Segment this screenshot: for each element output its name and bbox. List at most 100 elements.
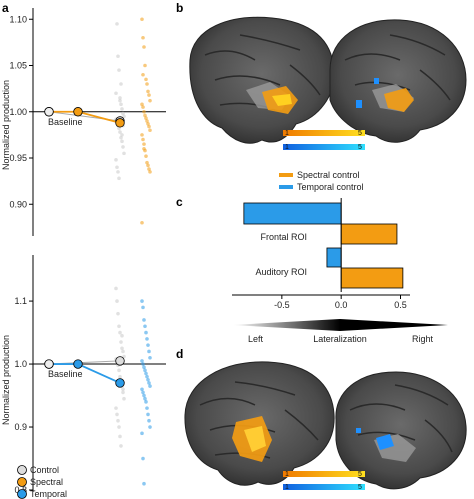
colorbars-b: 1 5 1 5	[283, 130, 365, 151]
individual-point	[143, 368, 147, 373]
colorbar-max: 5	[358, 130, 362, 137]
brain-d-right	[335, 371, 467, 490]
individual-point	[146, 412, 150, 417]
individual-point	[146, 121, 150, 126]
y-tick-label: 1.1	[14, 296, 27, 306]
individual-point	[122, 396, 126, 401]
individual-point	[144, 400, 148, 404]
brain-d-left	[184, 361, 335, 486]
colorbar-max: 5	[358, 471, 362, 478]
a-bottom-baseline-label: Baseline	[48, 369, 83, 379]
colorbar-orange	[283, 130, 365, 136]
individual-point	[116, 418, 120, 423]
individual-point	[148, 425, 152, 429]
mean-point-spectral	[115, 118, 125, 128]
individual-point	[144, 116, 148, 121]
individual-point	[118, 130, 122, 134]
individual-point	[140, 220, 144, 225]
colorbar-max: 5	[358, 484, 362, 491]
individual-point	[142, 146, 146, 151]
individual-point	[142, 142, 146, 146]
individual-point	[117, 425, 121, 429]
brain-b-left	[189, 16, 335, 144]
individual-point	[114, 286, 118, 291]
individual-point	[142, 45, 146, 49]
individual-point	[140, 359, 144, 363]
individual-point	[117, 324, 121, 329]
colorbar-min: 1	[285, 484, 289, 491]
panel-label-b: b	[176, 1, 183, 15]
individual-point	[116, 311, 120, 316]
individual-point	[141, 305, 145, 310]
legend-spectral-marker	[17, 477, 27, 487]
individual-point	[141, 137, 145, 142]
individual-point	[119, 82, 123, 86]
colorbar-min: 1	[285, 471, 289, 478]
legend-control-label: Control	[30, 465, 59, 475]
individual-point	[142, 365, 146, 370]
bar-spectral-0	[340, 223, 398, 245]
panel-label-c: c	[176, 195, 183, 209]
individual-point	[145, 406, 149, 410]
individual-point	[144, 154, 148, 158]
y-tick-label: 0.9	[14, 422, 27, 432]
colorbar-min: 1	[285, 144, 289, 151]
yellow-activation	[244, 426, 266, 452]
individual-point	[141, 72, 145, 77]
y-tick-label: 1.00	[9, 107, 27, 117]
legend-temporal-swatch	[279, 185, 293, 189]
c-left-label: Left	[248, 334, 264, 344]
sulci	[204, 34, 321, 111]
individual-point	[147, 124, 151, 129]
individual-point	[144, 330, 148, 335]
individual-point	[121, 387, 125, 392]
individual-point	[145, 374, 149, 379]
individual-point	[121, 145, 125, 149]
individual-point	[141, 456, 145, 461]
c-category-labels: Frontal ROI Auditory ROI	[255, 232, 307, 277]
individual-point	[122, 114, 126, 119]
a-top-baseline-label: Baseline	[48, 117, 83, 127]
individual-point	[147, 381, 151, 385]
individual-point	[145, 82, 149, 86]
individual-point	[118, 98, 122, 103]
brain-shape	[189, 16, 335, 144]
individual-point	[118, 96, 122, 100]
c-category-label: Frontal ROI	[260, 232, 307, 242]
individual-point	[118, 374, 122, 379]
y-tick-label: 1.10	[9, 14, 27, 24]
a-top-y-ticks: 0.90 0.95 1.00 1.05 1.10	[9, 14, 33, 209]
individual-point	[146, 163, 150, 168]
individual-point	[115, 299, 119, 303]
individual-point	[121, 349, 125, 354]
individual-point	[143, 396, 147, 401]
individual-point	[146, 377, 150, 382]
individual-point	[120, 333, 124, 338]
individual-point	[143, 324, 147, 329]
mean-point-temporal	[115, 378, 125, 388]
individual-point	[140, 17, 144, 22]
individual-point	[142, 393, 146, 398]
individual-point	[115, 22, 119, 26]
individual-point	[120, 346, 124, 351]
blue-activation	[356, 428, 361, 433]
individual-point	[148, 128, 152, 133]
individual-point	[143, 113, 147, 118]
individual-point	[117, 68, 121, 72]
individual-point	[140, 299, 144, 303]
individual-point	[146, 343, 150, 347]
legend-spectral-label: Spectral	[30, 477, 63, 487]
colorbar-max: 5	[358, 144, 362, 151]
brain-shape	[335, 371, 467, 490]
a-bottom-series	[44, 356, 125, 388]
legend-control-marker	[17, 465, 27, 475]
individual-point	[117, 176, 121, 181]
legend-spectral-text: Spectral control	[297, 170, 360, 180]
colorbar-blue	[283, 144, 365, 150]
individual-point	[140, 387, 144, 392]
c-category-label: Auditory ROI	[255, 267, 307, 277]
brain-b-right	[329, 19, 467, 143]
y-tick-label: 1.0	[14, 359, 27, 369]
individual-point	[115, 412, 119, 417]
individual-point	[118, 434, 122, 439]
